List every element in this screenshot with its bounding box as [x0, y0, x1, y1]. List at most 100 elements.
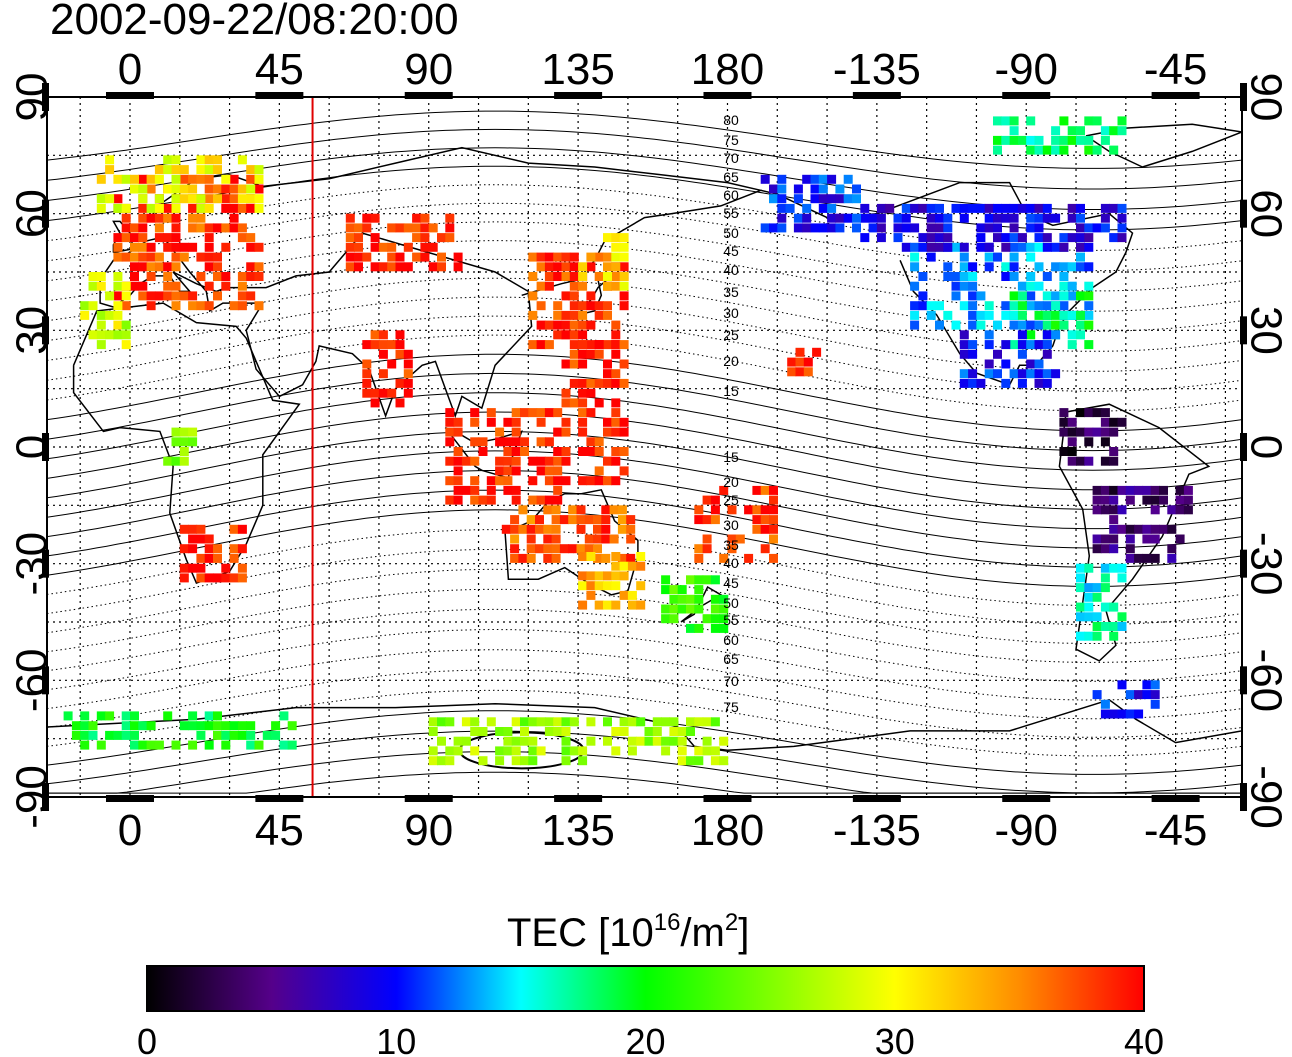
tec-cell [578, 746, 588, 756]
tec-cell [486, 717, 496, 727]
tec-cell [686, 604, 695, 614]
tec-cell [146, 262, 156, 272]
tec-cell [601, 515, 611, 525]
tec-cell [536, 456, 546, 466]
tec-cell [752, 524, 762, 534]
tec-cell [777, 174, 787, 184]
tec-cell [860, 213, 870, 223]
tec-cell [179, 165, 189, 175]
tec-cell [154, 233, 164, 243]
tec-cell [926, 233, 936, 243]
tec-cell [130, 223, 139, 233]
tec-cell [88, 330, 98, 340]
tec-cell [1084, 456, 1094, 466]
tec-cell [287, 721, 297, 731]
tec-cell [179, 184, 189, 194]
tec-cell [677, 736, 687, 746]
tec-cell [1001, 272, 1011, 281]
tec-cell [387, 252, 397, 262]
tec-cell [777, 184, 787, 194]
tec-cell [777, 194, 787, 204]
colorbar-tick-label: 10 [376, 1021, 416, 1057]
tec-cell [553, 320, 563, 330]
tec-cell [1034, 378, 1044, 388]
tec-cell [852, 213, 861, 223]
tec-cell [520, 408, 529, 418]
tec-cell [559, 544, 569, 554]
tec-cell [354, 242, 363, 252]
tec-cell [951, 272, 961, 281]
tec-cell [578, 756, 588, 766]
tec-cell [1076, 223, 1085, 233]
tec-cell [362, 340, 372, 350]
right-latitude-axis: 90 60 30 0 -30 -60 -90 [1242, 73, 1291, 829]
tec-cell [1117, 524, 1127, 534]
tec-cell [694, 505, 704, 515]
tec-cell [221, 740, 231, 750]
tec-cell [694, 515, 704, 525]
tec-cell [617, 505, 627, 515]
tec-cell [403, 262, 413, 272]
tec-cell [769, 534, 778, 544]
tec-cell [279, 711, 289, 721]
tec-cell [543, 524, 553, 534]
tec-cell [1084, 437, 1094, 447]
tec-cell [526, 524, 536, 534]
tec-cell [1092, 622, 1102, 631]
tec-cell [229, 721, 239, 731]
tec-cell [1034, 310, 1044, 320]
tec-cell [378, 388, 388, 398]
tec-cell [951, 320, 961, 330]
tec-cell [1051, 301, 1061, 311]
tec-cell [1059, 262, 1069, 272]
magnetic-latitude-label: 70 [723, 673, 739, 689]
tec-cell [1017, 320, 1027, 330]
tec-cell [593, 544, 602, 554]
tec-cell [1092, 592, 1102, 602]
tec-cell [221, 174, 231, 184]
tec-cell [769, 553, 778, 563]
tec-cell [719, 553, 729, 563]
tec-cell [968, 272, 978, 281]
tec-cell [179, 524, 189, 534]
tec-cell [594, 600, 604, 610]
tec-cell [510, 524, 520, 534]
tec-cell [719, 594, 729, 604]
tec-cell [553, 476, 563, 486]
tec-cell [420, 223, 430, 233]
tec-cell [420, 213, 430, 223]
tec-cell [769, 515, 778, 525]
tec-cell [154, 223, 164, 233]
tec-cell [138, 740, 148, 750]
tec-cell [661, 746, 671, 756]
tec-cell [1034, 242, 1044, 252]
tec-cell [976, 378, 986, 388]
tec-cell [795, 367, 805, 377]
tec-cell [130, 740, 139, 750]
tec-cell [1084, 563, 1094, 573]
tec-cell [179, 437, 189, 447]
tec-cell [213, 194, 222, 204]
tec-cell [694, 756, 704, 766]
magnetic-latitude-contour [47, 489, 1242, 568]
tec-cell [586, 378, 596, 388]
tec-cell [959, 252, 969, 262]
tec-cell [984, 340, 994, 350]
tec-cell [702, 544, 712, 554]
tec-cell [403, 369, 413, 379]
tec-cell [204, 301, 214, 311]
tec-cell [71, 730, 81, 740]
tec-cell [611, 272, 621, 281]
tec-cell [154, 165, 164, 175]
tec-cell [420, 242, 430, 252]
tec-cell [237, 301, 247, 311]
tec-cell [644, 727, 654, 736]
tec-cell [984, 213, 994, 223]
tec-cell [1167, 505, 1177, 515]
tec-cell [511, 495, 521, 505]
tec-cell [1109, 417, 1119, 427]
tec-cell [520, 736, 529, 746]
tec-cell [1092, 495, 1102, 505]
tec-cell [536, 717, 546, 727]
tec-cell [561, 330, 571, 340]
